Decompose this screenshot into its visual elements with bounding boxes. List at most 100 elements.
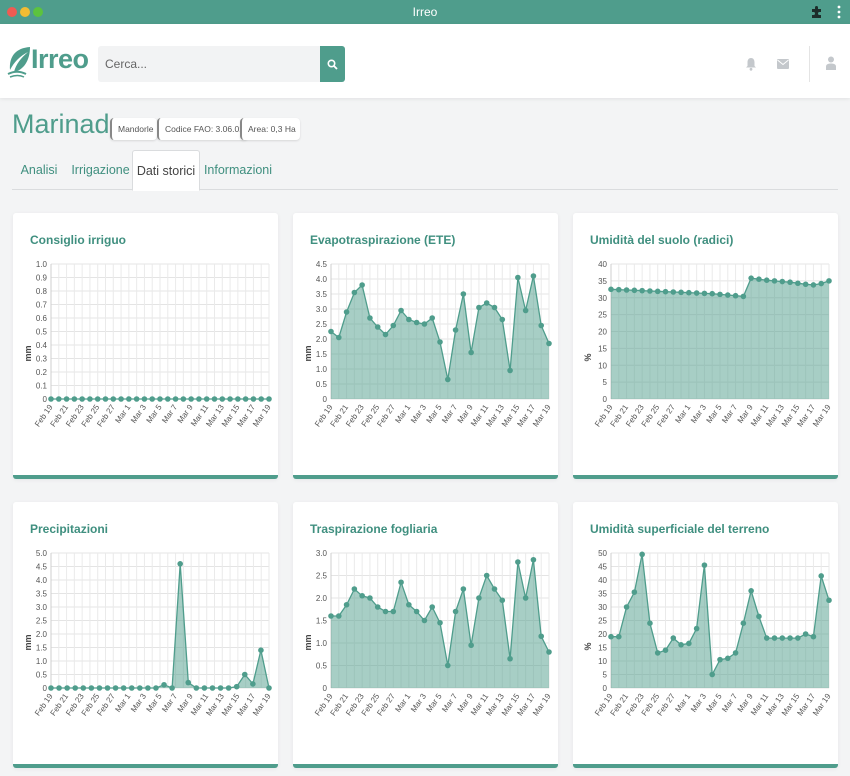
minimize-window-button[interactable] <box>20 7 30 17</box>
data-point <box>177 561 183 567</box>
data-point <box>180 396 187 402</box>
data-point <box>128 685 135 691</box>
y-tick-label: 35 <box>598 277 607 286</box>
y-tick-label: 0.4 <box>36 341 48 350</box>
data-point <box>55 396 62 402</box>
data-point <box>740 293 747 300</box>
data-point <box>631 287 638 294</box>
search-button[interactable] <box>320 46 345 82</box>
data-point <box>515 559 521 565</box>
maximize-window-button[interactable] <box>33 7 43 17</box>
data-point <box>615 633 622 640</box>
y-tick-label: 1.5 <box>316 350 328 359</box>
data-point <box>693 290 700 296</box>
data-point <box>133 396 140 402</box>
y-tick-label: 0.2 <box>36 368 48 377</box>
data-point <box>48 396 54 402</box>
y-tick-label: 30 <box>598 294 607 303</box>
y-tick-label: 4.0 <box>316 275 328 284</box>
tab-irrigazione[interactable]: Irrigazione <box>71 163 130 177</box>
data-point <box>390 322 397 329</box>
close-window-button[interactable] <box>7 7 17 17</box>
tab-dati-storici[interactable]: Dati storici <box>132 150 200 191</box>
user-icon[interactable] <box>826 56 836 70</box>
search-icon <box>327 59 338 70</box>
data-point <box>499 316 506 323</box>
data-point <box>826 278 832 284</box>
mail-icon[interactable] <box>777 59 789 69</box>
y-tick-label: 3.5 <box>36 590 48 599</box>
y-tick-label: 0.9 <box>36 274 48 283</box>
y-tick-label: 30 <box>598 603 607 612</box>
data-point <box>460 586 467 592</box>
y-tick-label: 20 <box>598 630 607 639</box>
chart-title: Umidità superficiale del terreno <box>590 522 770 536</box>
data-point <box>515 274 521 281</box>
tab-informazioni[interactable]: Informazioni <box>203 163 273 177</box>
data-point <box>201 685 208 691</box>
y-tick-label: 5 <box>603 378 608 387</box>
data-point <box>164 396 171 402</box>
y-tick-label: 4.0 <box>36 576 48 585</box>
area-badge: Area: 0,3 Ha <box>240 118 300 140</box>
y-tick-label: 2.5 <box>316 572 328 581</box>
data-point <box>717 291 723 298</box>
data-point <box>724 655 731 662</box>
data-point <box>530 556 537 563</box>
logo-text[interactable]: Irreo <box>31 44 89 74</box>
data-point <box>530 273 537 279</box>
data-point <box>258 396 265 402</box>
bell-icon[interactable] <box>745 57 757 71</box>
data-point <box>87 396 93 402</box>
data-point <box>538 633 545 640</box>
data-point <box>701 290 708 297</box>
data-point <box>328 613 334 619</box>
data-point <box>266 685 272 691</box>
y-tick-label: 0 <box>43 684 48 693</box>
y-tick-label: 2.0 <box>36 630 48 639</box>
y-axis-label: mm <box>303 345 313 361</box>
y-tick-label: 3.0 <box>316 549 328 558</box>
data-point <box>491 586 498 592</box>
data-point <box>522 307 529 314</box>
y-axis-label: mm <box>303 634 313 650</box>
data-point <box>203 396 210 402</box>
card-traspirazione: Traspirazione fogliaria 0 0.5 1.0 1.5 2.0 2.5… <box>293 502 558 768</box>
more-options-icon[interactable] <box>836 4 842 20</box>
puzzle-icon[interactable] <box>810 5 824 19</box>
data-point <box>771 278 778 284</box>
data-point <box>779 278 786 285</box>
data-point <box>654 650 661 656</box>
data-point <box>72 685 79 691</box>
top-navbar: Irreo <box>0 24 850 98</box>
data-point <box>507 655 513 662</box>
tab-analisi[interactable]: Analisi <box>20 163 58 177</box>
data-point <box>662 288 669 295</box>
data-point <box>693 625 700 632</box>
data-point <box>748 275 754 281</box>
y-tick-label: 0.5 <box>316 662 328 671</box>
data-point <box>468 642 474 649</box>
data-point <box>406 601 412 608</box>
y-tick-label: 0.3 <box>36 355 48 364</box>
data-point <box>818 573 825 579</box>
data-point <box>118 396 124 402</box>
y-tick-label: 40 <box>598 260 607 269</box>
data-point <box>137 685 143 691</box>
data-point <box>787 635 793 641</box>
data-point <box>717 656 723 663</box>
y-tick-label: 0.8 <box>36 287 48 296</box>
data-point <box>398 579 404 586</box>
data-point <box>507 367 513 374</box>
data-point <box>802 631 809 637</box>
search-input[interactable] <box>98 46 320 82</box>
data-point <box>110 396 117 402</box>
data-point <box>351 586 358 592</box>
data-point <box>686 640 692 647</box>
y-tick-label: 0 <box>323 684 328 693</box>
data-point <box>678 289 684 296</box>
chart-title: Evapotraspirazione (ETE) <box>310 233 456 247</box>
